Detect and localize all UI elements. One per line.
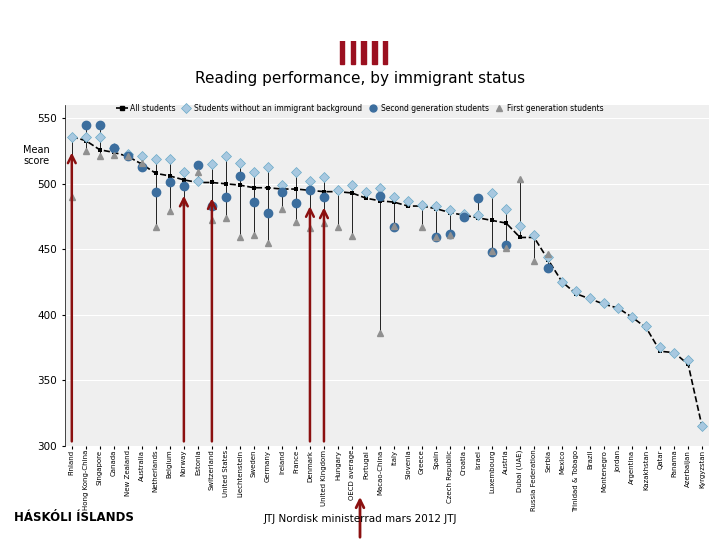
Bar — [383, 38, 387, 64]
Bar — [372, 4, 377, 38]
Bar — [383, 4, 387, 38]
Bar — [340, 38, 344, 64]
Text: JTJ Nordisk ministerrad mars 2012 JTJ: JTJ Nordisk ministerrad mars 2012 JTJ — [264, 514, 456, 524]
Text: Mean
score: Mean score — [24, 145, 50, 166]
Bar — [328, 2, 392, 7]
Bar — [361, 4, 366, 38]
Bar — [372, 38, 377, 64]
Bar — [340, 4, 344, 38]
Bar — [361, 38, 366, 64]
Text: HÁSKÓLI ÍSLANDS: HÁSKÓLI ÍSLANDS — [14, 511, 134, 524]
Bar — [351, 38, 355, 64]
Bar — [351, 4, 355, 38]
Legend: All students, Students without an immigrant background, Second generation studen: All students, Students without an immigr… — [117, 104, 603, 113]
Text: Reading performance, by immigrant status: Reading performance, by immigrant status — [195, 71, 525, 86]
